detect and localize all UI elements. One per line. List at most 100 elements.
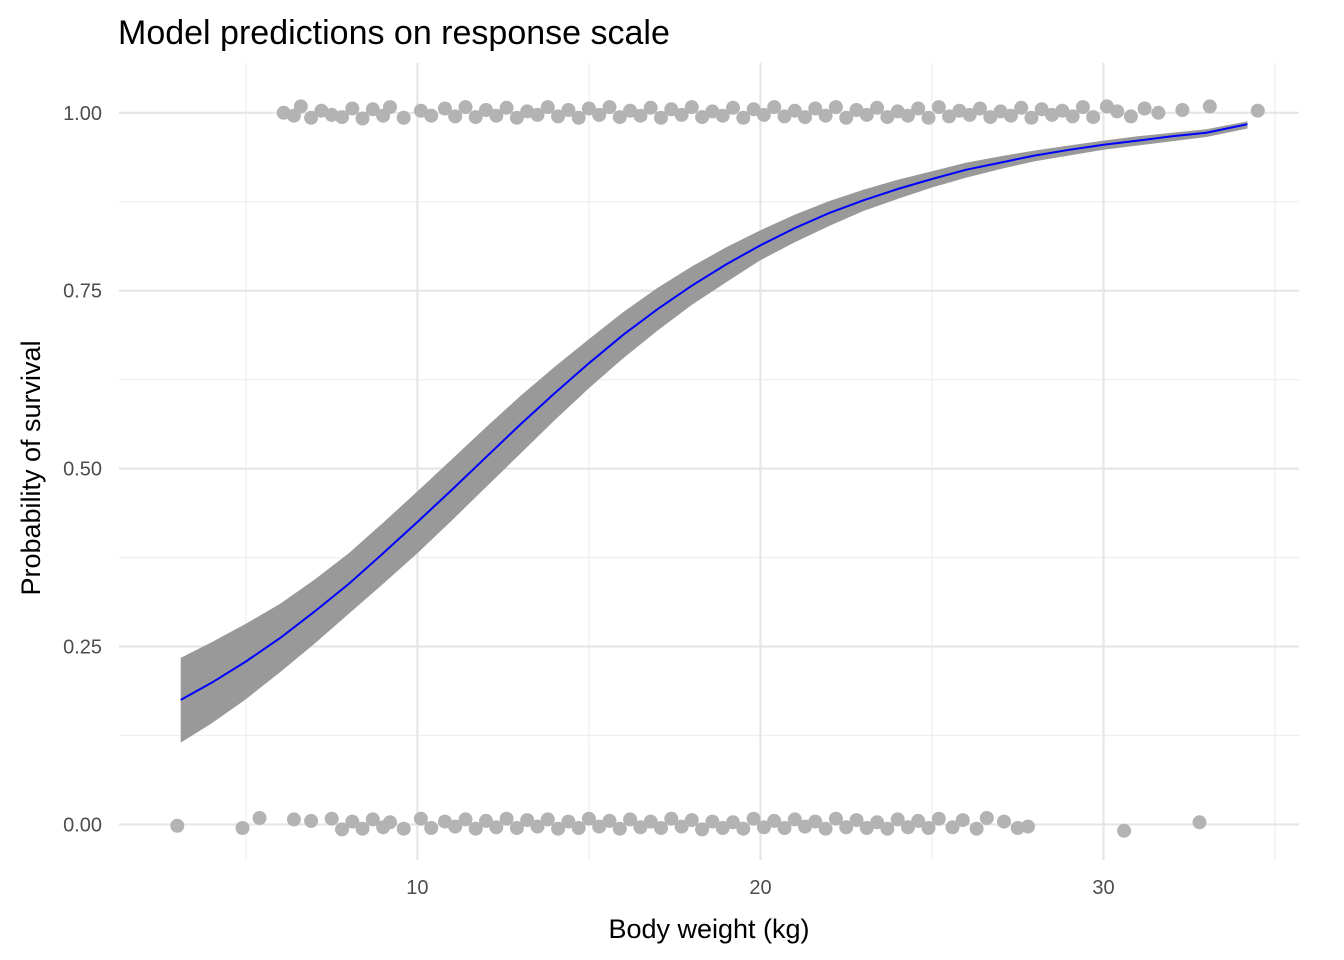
died-point — [684, 813, 699, 828]
died-point — [509, 821, 524, 835]
died-point — [931, 811, 946, 826]
x-tick-label: 30 — [1092, 877, 1114, 899]
died-point — [859, 821, 874, 835]
survived-point — [633, 108, 648, 123]
died-point — [921, 821, 936, 835]
x-tick-label: 20 — [749, 877, 771, 899]
survived-point — [602, 100, 617, 115]
died-point — [170, 818, 185, 833]
survived-point — [818, 108, 833, 123]
survived-point — [787, 103, 802, 118]
died-point — [654, 821, 668, 835]
observations-layer — [170, 99, 1265, 838]
survived-point — [901, 108, 915, 123]
survived-point — [345, 101, 360, 116]
confidence-band-layer — [180, 121, 1248, 743]
died-point — [458, 812, 473, 827]
died-point — [448, 819, 463, 834]
died-point — [383, 815, 397, 830]
plot-grid — [119, 63, 1299, 860]
survived-point — [612, 110, 627, 125]
died-point — [345, 814, 360, 829]
survived-point — [468, 110, 483, 125]
died-point — [561, 814, 576, 829]
died-point — [890, 812, 905, 827]
died-point — [335, 822, 349, 837]
y-axis-title: Probability of survival — [16, 340, 46, 595]
survived-point — [767, 100, 782, 115]
survived-point — [828, 100, 843, 115]
died-point — [633, 820, 648, 835]
survived-point — [973, 101, 987, 116]
died-point — [746, 811, 761, 826]
survived-point — [674, 107, 689, 122]
survived-point — [1024, 110, 1039, 125]
survived-point — [1086, 110, 1101, 125]
died-point — [355, 821, 370, 836]
survived-point — [1075, 100, 1090, 115]
survived-point — [304, 110, 319, 125]
survived-point — [581, 101, 596, 116]
survived-point — [1202, 99, 1217, 114]
died-point — [1117, 823, 1132, 838]
x-axis-title: Body weight (kg) — [608, 914, 809, 944]
died-point — [551, 821, 566, 836]
died-point — [756, 820, 771, 835]
survived-point — [293, 99, 308, 114]
died-point — [705, 814, 720, 829]
died-point — [955, 813, 970, 828]
survived-point — [942, 109, 957, 124]
prediction-line — [180, 123, 1248, 701]
died-point — [715, 821, 730, 835]
survived-point — [1034, 102, 1049, 117]
survived-point — [1003, 108, 1018, 123]
died-point — [413, 811, 428, 826]
survived-point — [530, 107, 545, 122]
died-point — [787, 812, 802, 827]
died-point — [839, 820, 854, 835]
survived-point — [726, 100, 740, 115]
died-point — [664, 811, 679, 826]
died-point — [695, 822, 710, 837]
died-point — [424, 821, 439, 835]
died-point — [1021, 819, 1035, 834]
died-point — [979, 811, 994, 825]
died-point — [808, 814, 823, 829]
died-point — [252, 811, 267, 825]
survived-point — [859, 107, 874, 122]
survived-point — [983, 110, 998, 125]
survived-point — [551, 109, 566, 124]
survived-point — [1151, 105, 1166, 120]
died-point — [602, 813, 617, 828]
survived-point — [1065, 109, 1080, 124]
survived-point — [643, 100, 658, 115]
died-point — [479, 813, 493, 828]
survived-point — [962, 107, 977, 122]
chart-title: Model predictions on response scale — [118, 14, 670, 52]
survived-point — [736, 110, 751, 125]
survived-point — [458, 100, 473, 115]
survived-point — [870, 100, 885, 115]
survived-point — [365, 102, 380, 117]
died-point — [1192, 815, 1207, 830]
died-point — [324, 811, 339, 826]
survived-point — [695, 110, 710, 125]
died-point — [623, 812, 638, 827]
died-point — [571, 821, 586, 835]
survived-point — [777, 109, 792, 124]
survived-point — [1014, 100, 1029, 115]
died-point — [777, 821, 792, 835]
survived-point — [931, 100, 946, 115]
survived-point — [592, 107, 607, 122]
died-point — [592, 819, 607, 834]
died-point — [726, 815, 740, 830]
survived-point — [1175, 103, 1190, 117]
survived-point — [746, 102, 761, 117]
died-point — [499, 811, 514, 826]
tick-labels-layer: 10 20 30 0.00 0.25 0.50 0.75 1.00 — [63, 103, 1115, 899]
survived-point — [383, 100, 397, 115]
died-point — [849, 813, 864, 828]
survived-point — [808, 101, 823, 116]
survived-point — [424, 108, 439, 123]
